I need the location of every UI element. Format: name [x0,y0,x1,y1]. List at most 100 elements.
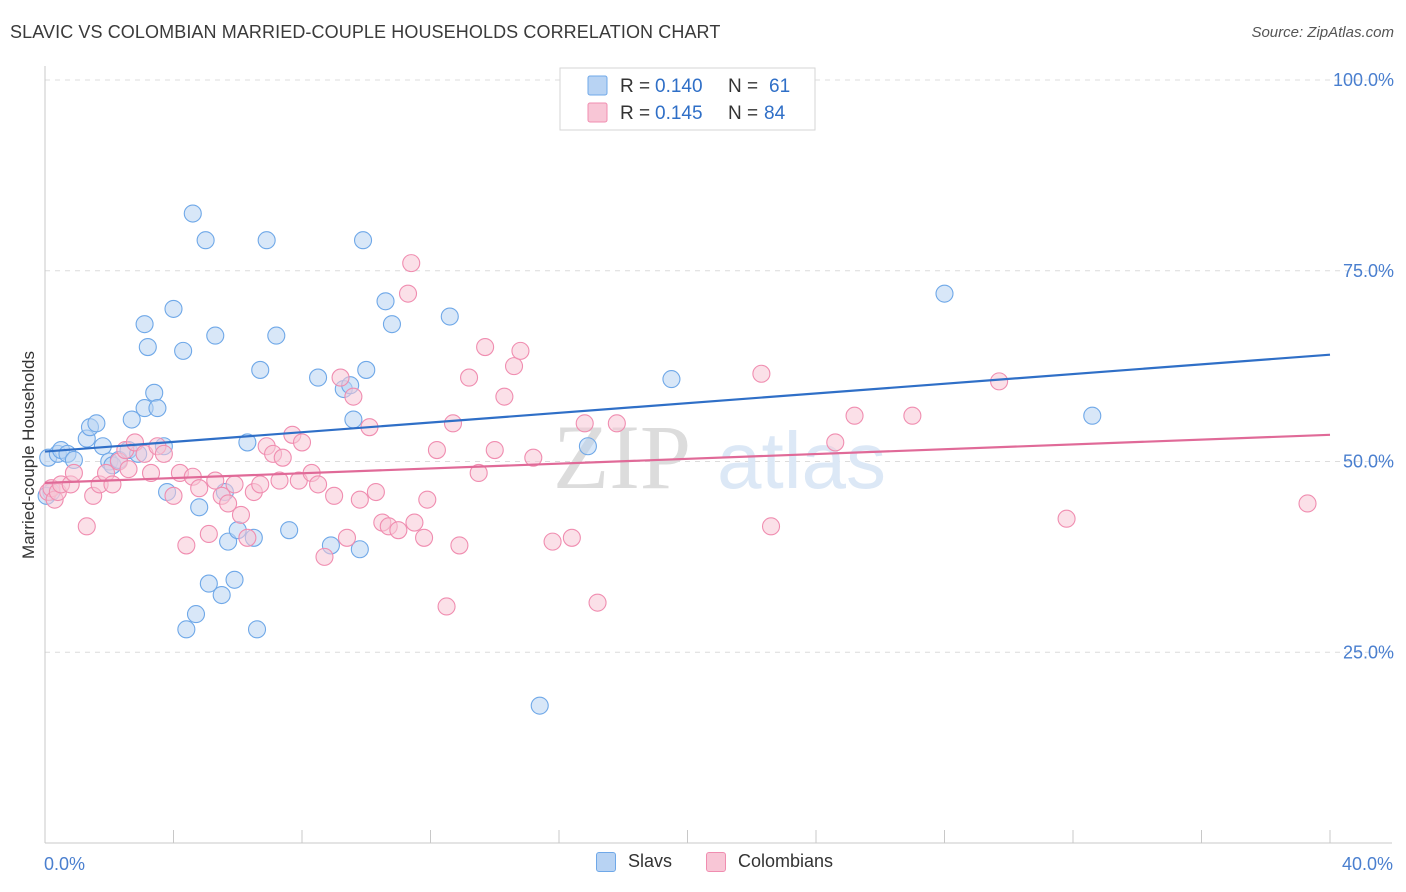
colombians-point [485,441,504,460]
colombians-point [309,475,328,494]
slavs-point [138,337,157,357]
slavs-point [251,360,270,379]
colombians-point [219,494,238,513]
colombians-point [543,532,562,551]
slavs-point [530,696,549,715]
colombians-point [389,521,408,540]
slavs-point [174,341,193,360]
colombians-point [325,486,344,505]
colombians-point [1057,509,1076,528]
colombians-point [607,414,626,433]
slavs-point [164,299,183,318]
slavs-point [267,326,286,345]
colombians-point [443,414,463,433]
colombians-point [427,441,446,460]
slavs-point [135,315,154,334]
slavs-point [578,437,597,456]
colombians-point [344,387,363,406]
legend-item-slavs: Slavs [596,851,672,872]
legend-r-value-colombians: 0.145 [655,103,703,124]
x-tick-label: 0.0% [44,854,85,874]
slavs-point [376,292,395,311]
colombians-point [350,490,369,509]
y-tick-label: 100.0% [1333,70,1394,90]
legend-bottom-label-slavs: Slavs [628,851,673,871]
colombians-point [315,547,334,566]
colombians-point [903,406,922,425]
colombians-point [231,505,251,524]
colombians-point [511,341,530,360]
legend-top: R = 0.140 N = 61 R = 0.145 N = 84 [559,67,816,131]
colombians-point [450,536,469,555]
colombians-point [826,433,845,452]
colombians-point [562,528,581,547]
slavs-point [662,370,681,389]
legend-swatch-colombians [587,102,608,123]
slavs-point [186,605,206,624]
x-tick-label: 40.0% [1342,854,1393,874]
colombians-point [398,284,418,303]
slavs-point [238,433,257,452]
slavs-point [247,620,267,639]
legend-n-label-slavs: N = [728,76,758,97]
colombians-point [164,486,183,505]
colombians-point [292,433,312,452]
colombians-point [141,463,161,482]
legend-bottom-swatch-colombians [706,851,726,872]
colombians-point [199,524,218,544]
colombians-point [459,368,479,387]
colombians-point [405,513,424,532]
slavs-point [353,231,373,250]
colombians-point [524,448,543,467]
colombians-point [119,460,138,479]
colombians-point [103,475,122,494]
legend-bottom-label-colombians: Colombians [738,851,834,871]
colombians-point [273,448,292,467]
legend-n-value-colombians: 84 [764,103,786,124]
colombians-point [270,471,289,490]
legend-swatch-slavs [587,75,608,96]
legend-r-label-slavs: R = [620,76,650,97]
tick-labels: 100.0% 75.0% 50.0% 25.0% 0.0% 40.0% [44,70,1394,874]
colombians-point [177,536,196,555]
colombians-point [415,528,434,547]
y-axis-label: Married-couple Households [19,351,38,559]
slavs-point [257,231,276,250]
chart-source: Source: ZipAtlas.com [1251,24,1394,41]
slavs-point [309,368,328,387]
slavs-point [196,231,215,250]
colombians-point [495,387,514,406]
legend-bottom: Slavs Colombians [0,851,1406,879]
colombians-point [225,475,244,494]
colombians-point [588,593,607,612]
legend-r-label-colombians: R = [620,103,650,124]
colombians-point [476,337,495,357]
slavs-point [148,399,167,418]
colombians-point [575,414,594,433]
colombians-point [337,528,357,547]
slavs-point [206,326,225,345]
colombians-point [504,357,524,376]
colombians-point [437,597,456,616]
colombians-point [331,368,350,387]
colombians-point [845,406,864,425]
slavs-point [1083,406,1102,425]
legend-r-value-slavs: 0.140 [655,76,703,97]
legend-n-value-slavs: 61 [769,76,790,97]
slavs-point [382,315,402,334]
colombians-point [77,517,96,536]
colombians-point [761,517,781,536]
colombians-point [402,254,421,273]
slavs-point [280,521,299,540]
colombians-point [64,463,83,482]
chart-title: SLAVIC VS COLOMBIAN MARRIED-COUPLE HOUSE… [10,22,721,42]
slavs-point [212,585,231,605]
y-tick-label: 75.0% [1343,261,1394,281]
legend-bottom-swatch-slavs [596,851,616,872]
legend-n-label-colombians: N = [728,103,758,124]
watermark-atlas: atlas [717,416,886,505]
slavs-point [145,383,164,402]
colombians-point [469,463,488,482]
slavs-point [225,570,244,589]
